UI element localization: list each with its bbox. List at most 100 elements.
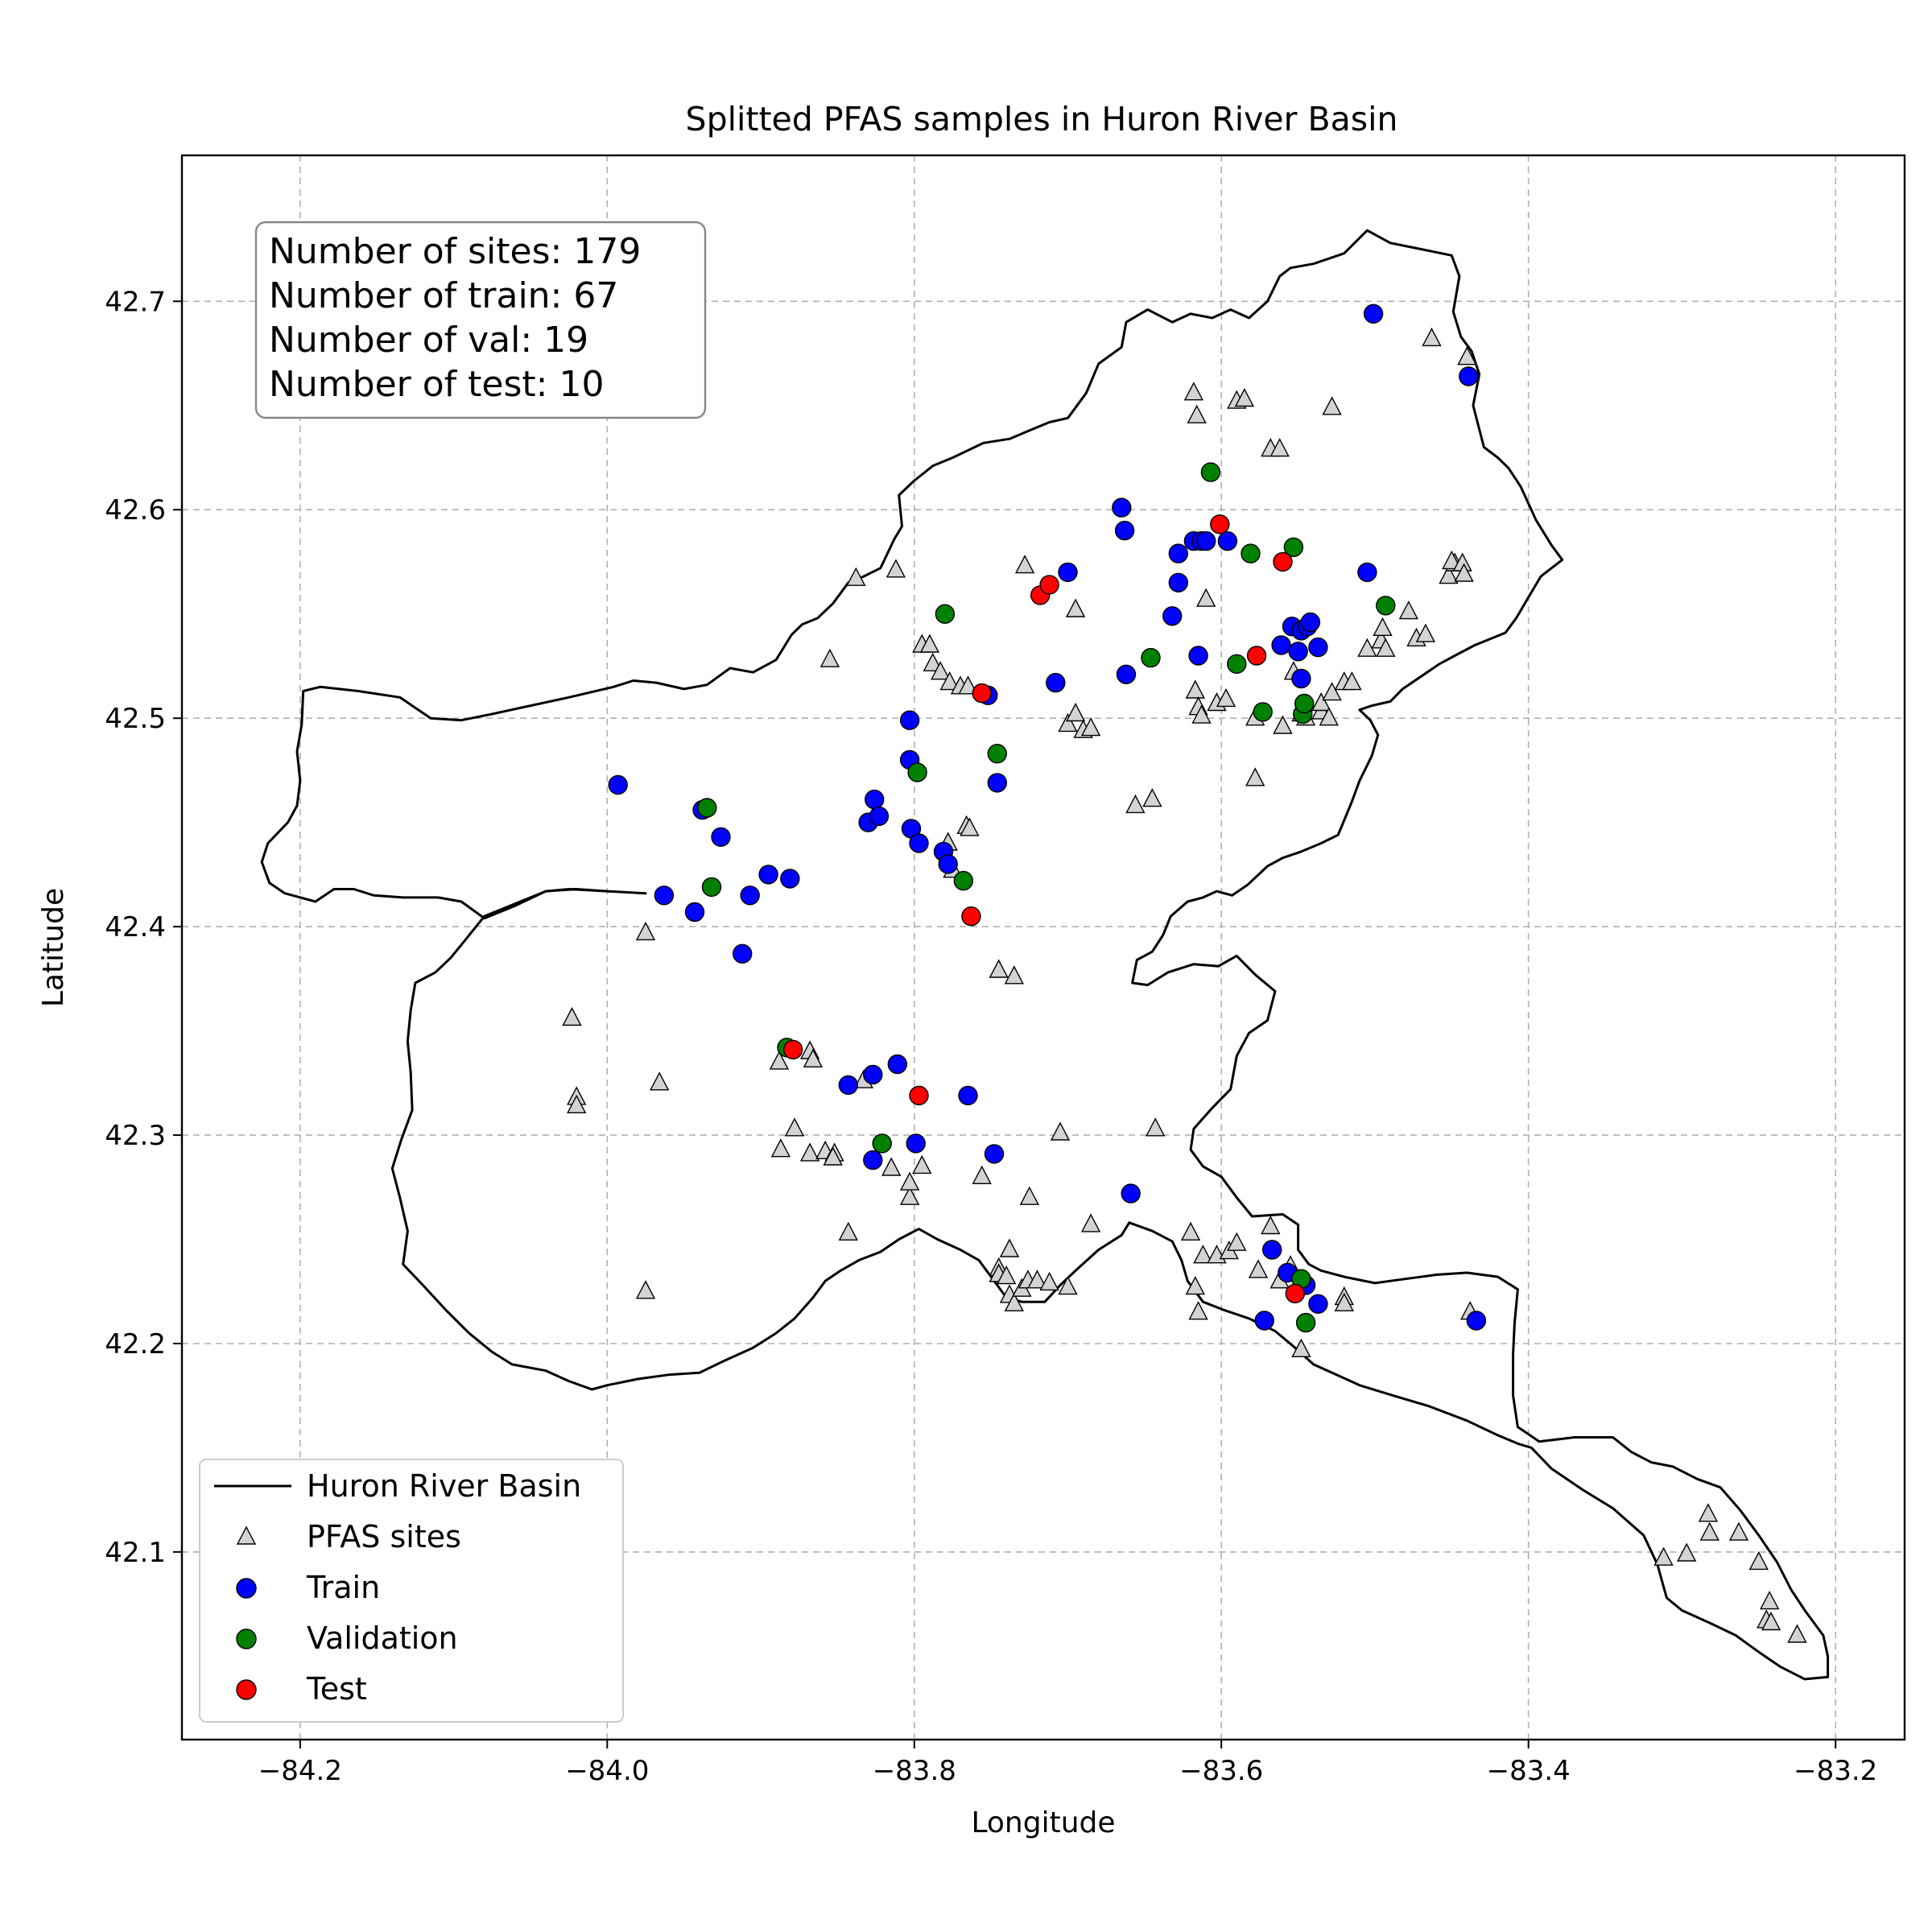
train-point (887, 1054, 908, 1075)
pfas-sites-point (1050, 1121, 1071, 1141)
x-tick-label: −83.8 (873, 1755, 956, 1787)
train-point (758, 865, 778, 885)
validation-point (1295, 1312, 1316, 1333)
train-point (1363, 303, 1384, 324)
y-tick-label: 42.5 (105, 703, 166, 735)
legend-label-sites: PFAS sites (307, 1519, 461, 1554)
pfas-sites-point (1373, 617, 1393, 636)
pfas-sites-point (1415, 623, 1436, 642)
train-point (1217, 530, 1238, 551)
train-point (899, 710, 920, 730)
pfas-sites-point (919, 634, 940, 653)
train-point (740, 886, 760, 906)
test-point (782, 1039, 803, 1060)
pfas-sites-point (1004, 965, 1024, 985)
pfas-sites-point (803, 1048, 824, 1068)
pfas-sites-point (1183, 382, 1204, 401)
train-point (1121, 1183, 1141, 1203)
train-point (863, 1064, 883, 1085)
pfas-sites-point (989, 959, 1009, 978)
pfas-sites-point (1185, 679, 1205, 699)
x-tick-label: −83.6 (1179, 1755, 1263, 1787)
train-point (1308, 637, 1328, 658)
test-point (1273, 551, 1293, 572)
pfas-sites-point (1261, 1215, 1281, 1235)
pfas-sites-point (1311, 691, 1331, 712)
pfas-sites-point (1146, 1117, 1166, 1137)
pfas-sites-point (1269, 438, 1290, 457)
train-point (1261, 1240, 1282, 1260)
pfas-sites-point (1761, 1611, 1781, 1631)
validation-point (701, 877, 722, 898)
pfas-sites-point (562, 1006, 582, 1026)
pfas-sites-point (1457, 346, 1477, 365)
x-tick-label: −84.0 (565, 1755, 649, 1787)
pfas-sites-point (1188, 1301, 1208, 1320)
legend-test-icon (236, 1679, 257, 1700)
info-train: Number of train: 67 (269, 275, 618, 316)
train-point (1168, 543, 1189, 564)
pfas-sites-point (1227, 1232, 1247, 1251)
train-point (1058, 562, 1078, 583)
pfas-sites-point (1439, 565, 1459, 584)
pfas-sites-point (1376, 638, 1396, 657)
train-point (987, 773, 1008, 793)
pfas-sites-point (1216, 687, 1236, 708)
train-point (1308, 1294, 1328, 1315)
x-axis-label: Longitude (971, 1806, 1115, 1839)
validation-point (1376, 596, 1396, 616)
train-point (1114, 520, 1135, 541)
pfas-sites-point (1245, 767, 1265, 786)
y-axis-ticks: 42.1 42.2 42.3 42.4 42.5 42.6 42.7 (105, 286, 182, 1569)
pfas-sites-point (769, 1051, 790, 1070)
validation-point (1227, 654, 1247, 674)
legend-label-train: Train (306, 1570, 380, 1605)
y-tick-label: 42.4 (105, 911, 166, 943)
legend-train-icon (236, 1578, 257, 1599)
train-point (1271, 635, 1291, 655)
pfas-sites-point (972, 1165, 992, 1185)
validation-point (907, 762, 927, 782)
info-test: Number of test: 10 (269, 364, 604, 405)
pfas-sites-point (1058, 1276, 1078, 1295)
pfas-sites-point (1234, 387, 1255, 407)
train-point (909, 833, 929, 853)
train-point (1288, 642, 1308, 662)
pfas-sites-point (635, 921, 656, 941)
pfas-sites-point (846, 567, 866, 586)
pfas-sites-point (1760, 1591, 1780, 1610)
train-point (733, 943, 753, 964)
pfas-sites-point (1185, 1276, 1205, 1295)
pfas-sites-point (1248, 1259, 1269, 1278)
legend-frame (199, 1459, 624, 1723)
pfas-sites-point (567, 1094, 587, 1114)
legend-label-test: Test (306, 1671, 367, 1707)
x-tick-label: −84.2 (258, 1755, 342, 1787)
pfas-sites-point (1442, 550, 1462, 570)
pfas-sites-point (1019, 1186, 1039, 1205)
pfas-sites-point (1058, 712, 1078, 733)
pfas-sites-point (1193, 1245, 1213, 1264)
validation-point (1283, 537, 1304, 557)
pfas-sites-point (838, 1221, 858, 1241)
test-point (1246, 646, 1267, 666)
pfas-sites-point (912, 1154, 932, 1174)
validation-point (1141, 647, 1161, 668)
pfas-sites-point (999, 1238, 1020, 1257)
legend-validation-icon (236, 1629, 257, 1649)
test-point (1039, 575, 1059, 595)
legend: Huron River Basin PFAS sites Train Valid… (199, 1459, 624, 1723)
pfas-sites-point (1728, 1521, 1749, 1541)
points-layer (562, 303, 1807, 1643)
pfas-sites-point (1454, 563, 1474, 582)
pfas-sites-point (819, 648, 840, 667)
train-point (780, 869, 800, 889)
train-point (1168, 572, 1189, 592)
train-point (1459, 366, 1479, 386)
pfas-sites-point (931, 661, 951, 680)
train-point (864, 789, 885, 810)
train-point (711, 827, 731, 848)
validation-point (697, 798, 717, 818)
pfas-sites-point (881, 1157, 902, 1176)
